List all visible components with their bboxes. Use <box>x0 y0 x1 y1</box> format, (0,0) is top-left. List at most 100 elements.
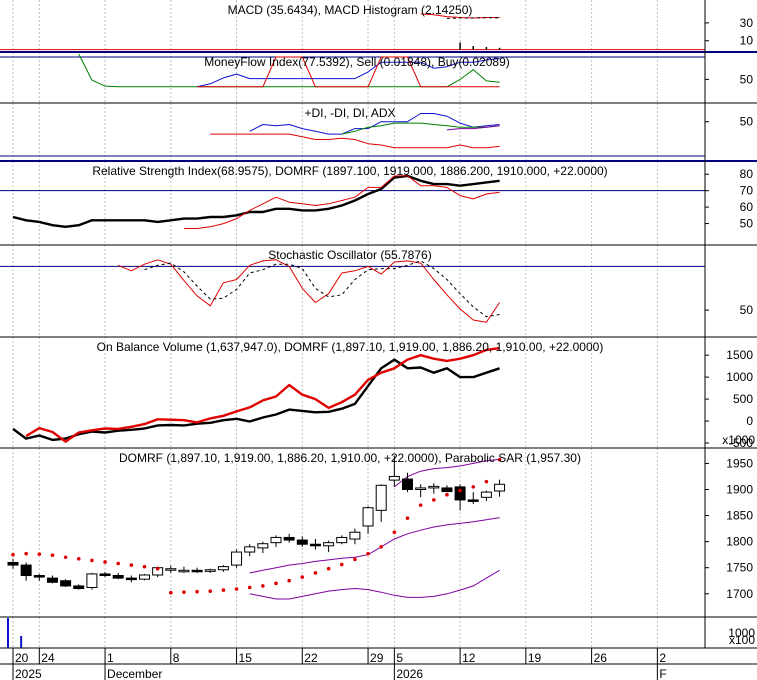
series-line-red <box>197 56 500 88</box>
y-tick-label: 500 <box>733 392 753 406</box>
sar-dot <box>418 503 423 507</box>
sar-dot <box>247 585 252 590</box>
candle-down <box>73 585 85 590</box>
sar-dot <box>326 566 331 571</box>
y-tick-label: 1900 <box>726 482 753 496</box>
y-tick-label: 30 <box>740 16 754 30</box>
sar-dot <box>37 552 42 556</box>
sar-dot <box>379 545 384 549</box>
sar-dot <box>142 564 147 569</box>
grid-lines <box>12 0 658 648</box>
x-tick-label: 19 <box>528 651 542 665</box>
series-line-black <box>446 17 500 19</box>
x-tick-label: 20 <box>15 651 29 665</box>
candle-up <box>270 536 282 544</box>
sar-dot <box>195 589 199 594</box>
candle-up <box>362 507 374 527</box>
x-tick-label: 26 <box>594 651 608 665</box>
candle-up <box>178 569 190 573</box>
candle-down <box>33 575 45 578</box>
unit-label: x1000 <box>722 433 755 447</box>
candle-up <box>428 485 440 489</box>
x-tick-label: 2 <box>659 651 666 665</box>
y-tick-label: 70 <box>740 184 754 198</box>
candle-up <box>480 491 492 498</box>
series-line-black <box>12 358 500 442</box>
y-tick-label: 0 <box>746 414 753 428</box>
candle-up <box>349 531 361 540</box>
candle-up <box>494 483 506 492</box>
y-tick-label: 1500 <box>726 348 753 362</box>
sar-dot <box>90 558 94 563</box>
y-tick-label: 50 <box>740 303 754 317</box>
x-tick-label: 22 <box>304 651 318 665</box>
x-period-label: 2025 <box>15 667 42 680</box>
y-tick-label: 50 <box>740 115 754 129</box>
sar-dot <box>76 557 81 561</box>
candle-up <box>323 542 335 547</box>
sar-dot <box>366 551 370 556</box>
series-line-red <box>25 346 500 443</box>
series-line-black <box>12 174 500 229</box>
candle-down <box>296 539 308 545</box>
x-tick-label: 29 <box>370 651 384 665</box>
candle-down <box>99 573 111 577</box>
sar-dot <box>353 557 357 562</box>
candle-down <box>191 569 203 573</box>
series-line-black <box>144 260 500 318</box>
candle-down <box>402 478 413 490</box>
candle-down <box>7 561 19 566</box>
sar-dot <box>11 552 15 557</box>
series-line-green <box>341 122 500 135</box>
sar-dot <box>169 590 173 595</box>
candle-up <box>139 574 150 580</box>
y-tick-label: 1000 <box>728 626 755 640</box>
sar-dot <box>129 563 134 567</box>
sar-dot <box>313 571 318 575</box>
series-line-blue <box>249 113 500 135</box>
sar-dot <box>208 589 213 593</box>
x-tick-label: 1 <box>107 651 114 665</box>
candle-down <box>46 577 58 583</box>
candle-down <box>20 564 32 577</box>
sar-dot <box>182 590 186 594</box>
y-tick-label: 50 <box>740 72 754 86</box>
sar-dot <box>116 561 120 566</box>
panel-title: MoneyFlow Index(77.5392), Sell (0.01848)… <box>204 55 510 69</box>
sar-dot <box>484 479 489 484</box>
sar-dot <box>261 584 265 588</box>
candle-down <box>112 575 124 579</box>
sar-dot <box>274 581 278 586</box>
y-tick-label: 1750 <box>726 561 753 575</box>
candle-up <box>231 551 243 566</box>
candle-down <box>441 487 453 493</box>
reference-lines <box>0 49 705 267</box>
y-tick-label: -500 <box>729 436 753 450</box>
candle-down <box>309 543 321 547</box>
candle-up <box>257 543 269 549</box>
band-line <box>249 517 500 574</box>
y-tick-label: 60 <box>740 200 754 214</box>
y-tick-label: 80 <box>740 167 754 181</box>
sar-dot <box>339 562 344 567</box>
panel-title: +DI, -DI, DI, ADX <box>304 106 395 120</box>
sar-dot <box>458 488 462 493</box>
sar-dot <box>24 551 28 556</box>
y-tick-label: 1000 <box>726 370 753 384</box>
sar-dot <box>287 578 291 583</box>
sar-dot <box>63 555 68 560</box>
data-marks <box>7 13 506 648</box>
candle-down <box>454 486 466 501</box>
y-tick-label: 50 <box>740 217 754 231</box>
x-period-label: 2026 <box>396 667 423 680</box>
y-tick-label: 1800 <box>726 535 753 549</box>
x-tick-label: 24 <box>41 651 55 665</box>
y-tick-label: 1950 <box>726 456 753 470</box>
candle-down <box>283 536 295 541</box>
candle-up <box>165 568 177 571</box>
